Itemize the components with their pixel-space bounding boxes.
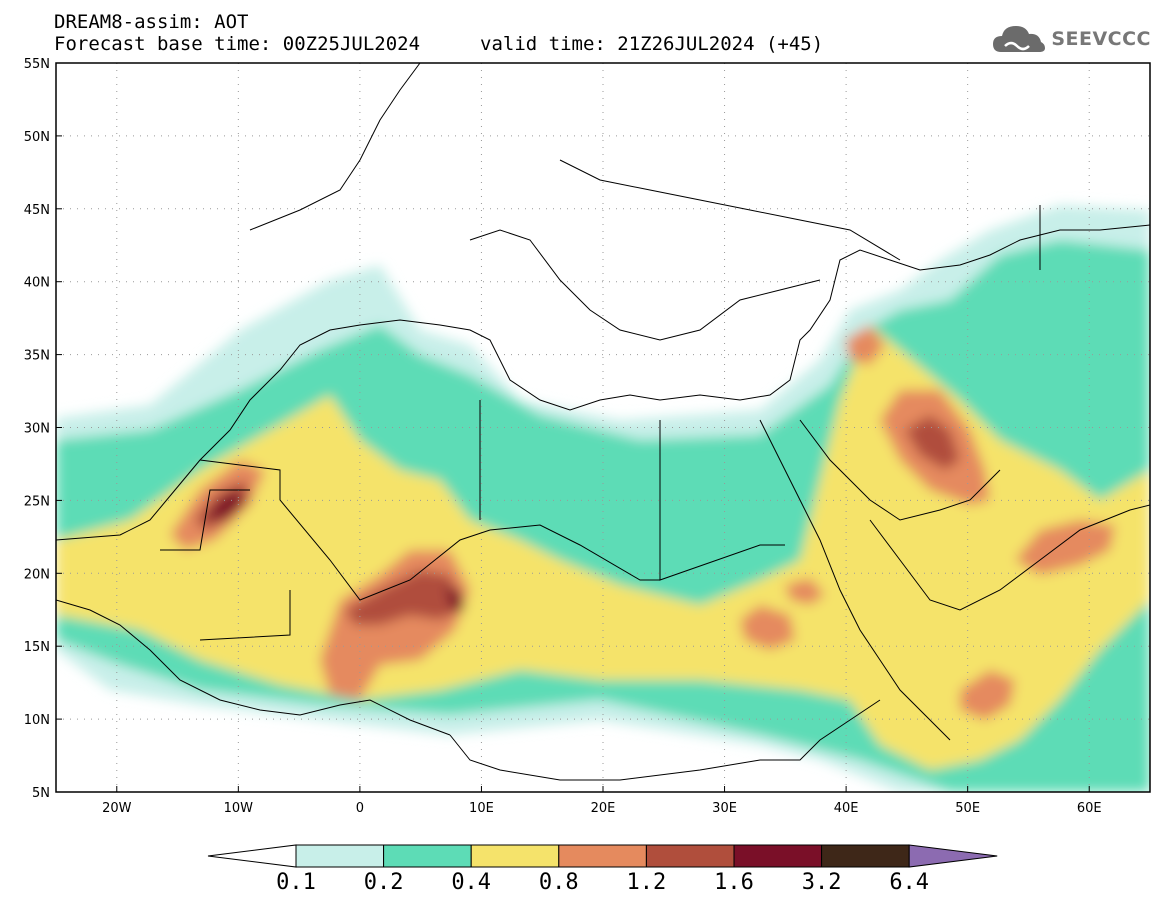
colorbar-max-arrow [908, 844, 998, 868]
colorbar-label: 0.8 [538, 870, 579, 895]
colorbar-label: 0.4 [451, 870, 492, 895]
valid-time: valid time: 21Z26JUL2024 (+45) [480, 33, 824, 55]
lat-tick-label: 30N [24, 422, 50, 437]
colorbar-swatch [821, 844, 910, 868]
colorbar [207, 844, 998, 868]
aot-band-1.6-b [445, 585, 465, 612]
aot-band-1.6-a [205, 490, 242, 520]
aot-band-1.2-c [905, 415, 960, 470]
aot-band-1.2-b [345, 570, 460, 625]
cloud-icon [993, 26, 1046, 52]
lon-tick-label: 30E [712, 801, 737, 816]
lat-tick-label: 40N [24, 276, 50, 291]
colorbar-label: 3.2 [801, 870, 842, 895]
lat-tick-label: 50N [24, 130, 50, 145]
lon-tick-label: 20E [591, 801, 616, 816]
lat-tick-label: 25N [24, 494, 50, 509]
colorbar-swatch [383, 844, 472, 868]
colorbar-label: 0.1 [276, 870, 316, 895]
lon-tick-label: 10E [469, 801, 494, 816]
colorbar-label: 0.2 [363, 870, 404, 895]
aot-band-0.8-h [785, 578, 825, 605]
map-title: DREAM8-assim: AOT [54, 11, 249, 33]
colorbar-label: 1.2 [626, 870, 667, 895]
map-gridlines [56, 63, 1150, 792]
lat-tick-label: 15N [24, 640, 50, 655]
lat-tick-label: 45N [24, 203, 50, 218]
colorbar-label: 6.4 [889, 870, 930, 895]
lat-tick-label: 55N [24, 57, 50, 72]
lon-tick-label: 20W [102, 801, 132, 816]
lat-tick-label: 35N [24, 349, 50, 364]
colorbar-label: 1.6 [714, 870, 754, 895]
lon-tick-label: 10W [224, 801, 254, 816]
colorbar-swatch [558, 844, 647, 868]
aot-band-0.8-e [740, 605, 795, 650]
colorbar-swatch [645, 844, 735, 868]
colorbar-min-arrow [207, 844, 297, 868]
lat-tick-label: 5N [32, 786, 50, 801]
colorbar-swatch [470, 844, 560, 868]
colorbar-swatch [733, 844, 823, 868]
aot-band-0.8-d [1015, 520, 1115, 575]
lon-tick-label: 0 [356, 801, 364, 816]
coastlines [56, 63, 1150, 781]
lat-tick-label: 10N [24, 713, 50, 728]
aot-band-0.8-f [960, 670, 1015, 720]
colorbar-swatch [295, 844, 385, 868]
longitude-labels: 20W 10W 0 10E 20E 30E 40E 50E 60E [102, 786, 1102, 816]
lat-tick-label: 20N [24, 567, 50, 582]
seevccc-logo: SEEVCCC [991, 22, 1151, 56]
forecast-base-time: Forecast base time: 00Z25JUL2024 [54, 33, 421, 55]
logo-text: SEEVCCC [1051, 28, 1151, 50]
lon-tick-label: 40E [834, 801, 859, 816]
lon-tick-label: 60E [1077, 801, 1102, 816]
lon-tick-label: 50E [955, 801, 980, 816]
latitude-labels: 55N 50N 45N 40N 35N 30N 25N 20N 15N 10N 5N [24, 57, 62, 801]
